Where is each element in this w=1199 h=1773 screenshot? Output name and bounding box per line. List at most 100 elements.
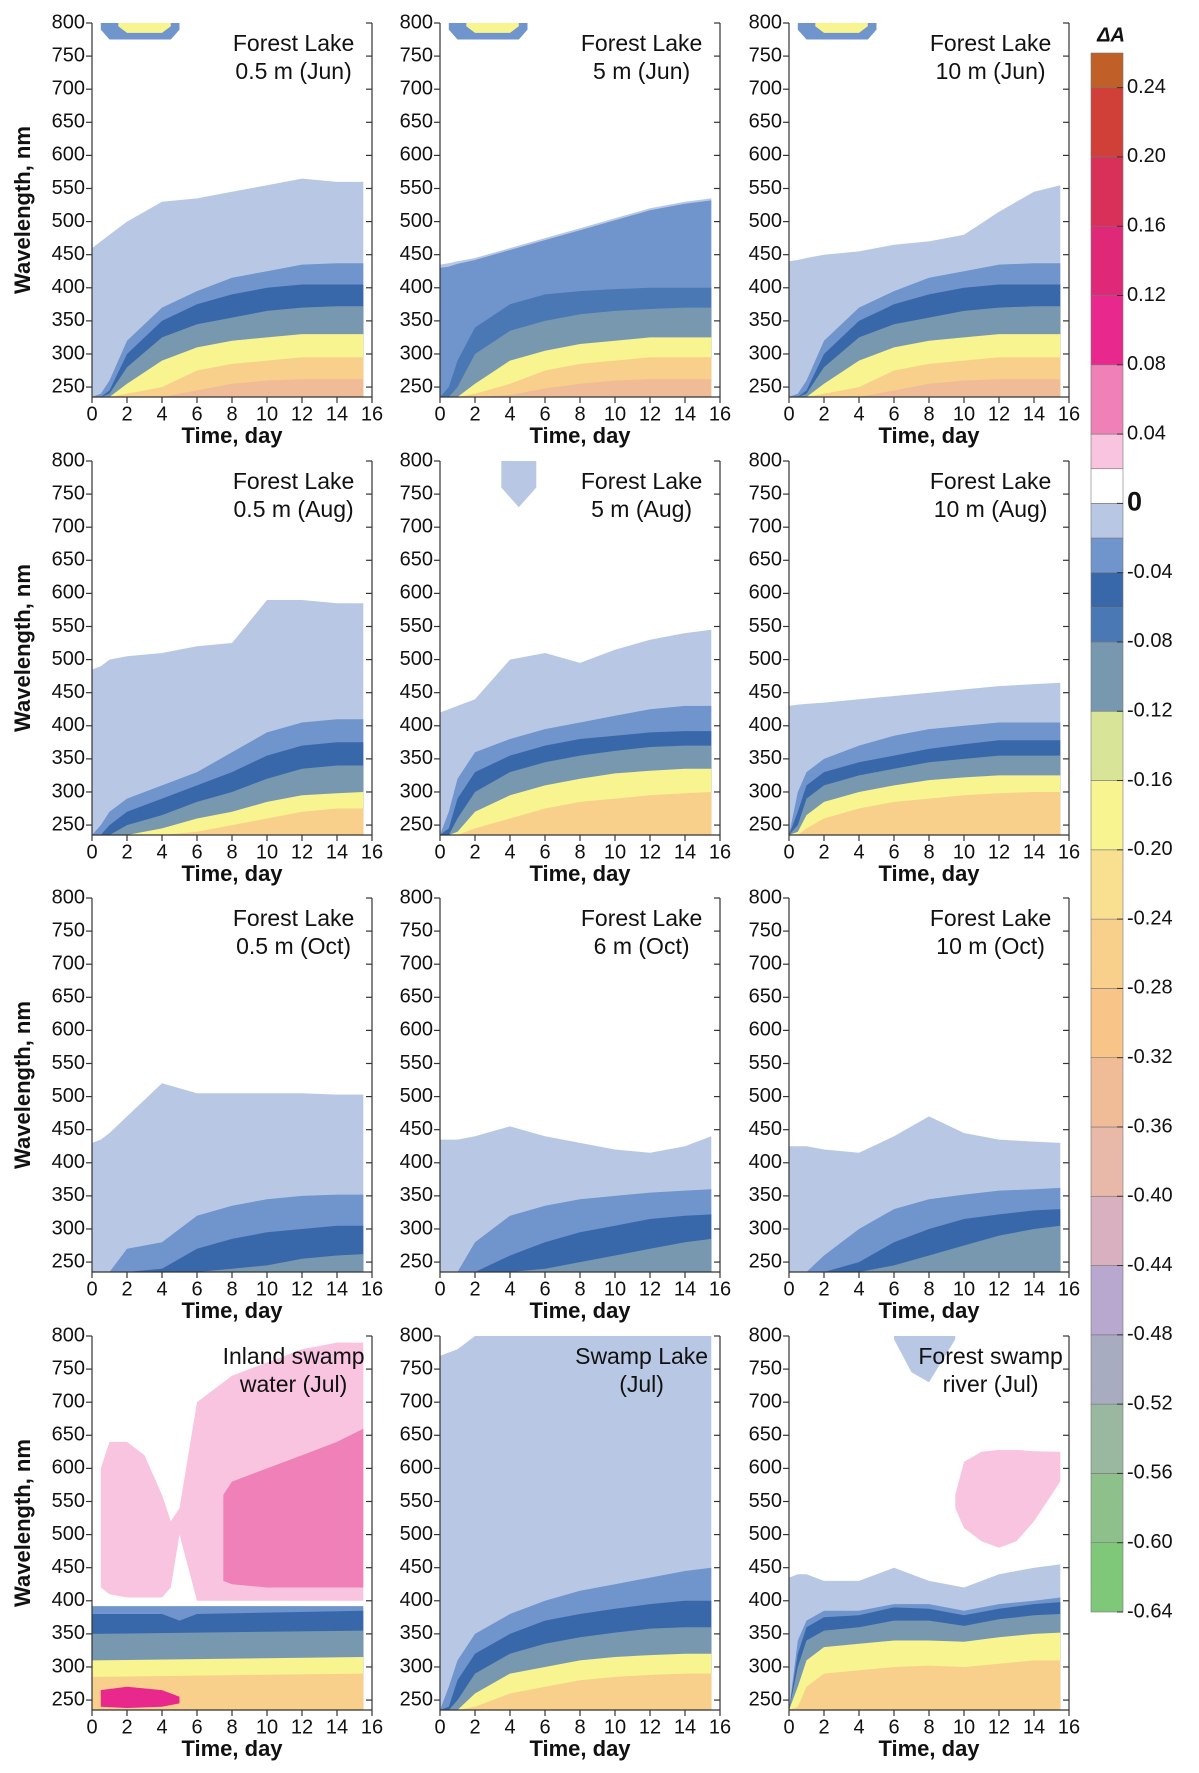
y-tick-label: 250 (52, 813, 85, 835)
x-tick-label: 16 (709, 1278, 731, 1300)
y-tick-label: 400 (400, 1151, 433, 1173)
x-tick-label: 10 (256, 841, 278, 863)
colorbar-tick-label: 0.16 (1127, 215, 1166, 237)
x-tick-label: 6 (191, 403, 202, 425)
x-tick-label: 4 (504, 1716, 515, 1738)
y-tick-label: 700 (400, 77, 433, 99)
panel-title: Swamp Lake (575, 1343, 708, 1369)
contour-region (118, 23, 171, 33)
colorbar-tick-label: -0.56 (1127, 1462, 1173, 1484)
panel-title: 0.5 m (Oct) (236, 933, 351, 959)
y-tick-label: 700 (749, 77, 782, 99)
y-tick-label: 350 (400, 747, 433, 769)
x-tick-label: 12 (988, 1716, 1010, 1738)
x-tick-label: 12 (988, 1278, 1010, 1300)
x-tick-label: 16 (361, 403, 383, 425)
y-tick-label: 250 (400, 375, 433, 397)
panel-title: Forest Lake (581, 905, 702, 931)
colorbar-band (1090, 87, 1124, 158)
panel-title: Forest Lake (233, 905, 354, 931)
panel: 250 300 350 400 450 500 550 600 650 700 750 800 0 2 4 6… (10, 449, 383, 886)
y-tick-label: 450 (400, 1556, 433, 1578)
y-tick-label: 750 (749, 482, 782, 504)
x-tick-label: 14 (326, 1716, 348, 1738)
y-tick-label: 300 (749, 1217, 782, 1239)
panel-title: 10 m (Aug) (934, 496, 1048, 522)
panel-title: Forest Lake (233, 30, 354, 56)
x-tick-label: 2 (121, 1716, 132, 1738)
y-tick-label: 550 (400, 1490, 433, 1512)
x-axis-label: Time, day (878, 861, 980, 886)
x-tick-label: 12 (291, 403, 313, 425)
y-tick-label: 700 (400, 515, 433, 537)
panel-title: Inland swamp (223, 1343, 365, 1369)
y-tick-label: 300 (52, 1217, 85, 1239)
x-tick-label: 14 (326, 403, 348, 425)
y-tick-label: 250 (400, 1688, 433, 1710)
x-tick-label: 8 (574, 403, 585, 425)
y-tick-label: 550 (749, 1490, 782, 1512)
y-tick-label: 450 (52, 681, 85, 703)
y-tick-label: 450 (400, 681, 433, 703)
panel: 250 300 350 400 450 500 550 600 650 700 750 800 0 2 4 6… (749, 1324, 1081, 1761)
x-axis-label: Time, day (529, 1736, 631, 1761)
y-tick-label: 300 (52, 342, 85, 364)
colorbar-band (1090, 710, 1124, 781)
x-tick-label: 6 (539, 1716, 550, 1738)
y-tick-label: 700 (400, 1390, 433, 1412)
colorbar-tick-label: 0.08 (1127, 353, 1166, 375)
y-tick-label: 400 (52, 276, 85, 298)
colorbar-tick-label: 0.20 (1127, 145, 1166, 167)
x-tick-label: 16 (361, 841, 383, 863)
colorbar-tick-label: 0.04 (1127, 422, 1166, 444)
x-tick-label: 14 (326, 841, 348, 863)
panel: 250 300 350 400 450 500 550 600 650 700 750 800 0 2 4 6… (10, 886, 383, 1323)
colorbar-band (1090, 1403, 1124, 1474)
colorbar-tick-label: -0.36 (1127, 1115, 1173, 1137)
y-tick-label: 350 (400, 309, 433, 331)
x-tick-label: 2 (469, 403, 480, 425)
x-tick-label: 12 (639, 403, 661, 425)
x-tick-label: 10 (953, 1278, 975, 1300)
y-axis-label: Wavelength, nm (10, 1001, 35, 1169)
x-tick-label: 0 (783, 1278, 794, 1300)
x-tick-label: 8 (574, 1278, 585, 1300)
y-tick-label: 800 (400, 449, 433, 471)
panel-title: Forest Lake (581, 30, 702, 56)
panel-title: Forest Lake (581, 468, 702, 494)
y-tick-label: 800 (400, 1324, 433, 1346)
x-tick-label: 10 (604, 1716, 626, 1738)
x-tick-label: 4 (504, 1278, 515, 1300)
x-tick-label: 10 (604, 841, 626, 863)
x-tick-label: 4 (504, 403, 515, 425)
x-tick-label: 14 (1023, 841, 1045, 863)
x-axis-label: Time, day (878, 423, 980, 448)
y-tick-label: 600 (749, 582, 782, 604)
x-tick-label: 12 (639, 1278, 661, 1300)
y-tick-label: 550 (52, 177, 85, 199)
x-tick-label: 2 (818, 1278, 829, 1300)
colorbar-band (1090, 1126, 1124, 1197)
x-tick-label: 6 (191, 1716, 202, 1738)
x-tick-label: 8 (923, 1716, 934, 1738)
panel-title: 5 m (Jun) (593, 58, 690, 84)
colorbar-band (1090, 1265, 1124, 1336)
x-tick-label: 2 (469, 1716, 480, 1738)
x-tick-label: 12 (988, 841, 1010, 863)
contour-region (789, 379, 1061, 397)
y-tick-label: 700 (749, 952, 782, 974)
panel-title: (Jul) (619, 1371, 664, 1397)
y-tick-label: 250 (52, 1250, 85, 1272)
colorbar-tick-label: 0.12 (1127, 284, 1166, 306)
x-tick-label: 12 (639, 841, 661, 863)
panel: 250 300 350 400 450 500 550 600 650 700 750 800 0 2 4 6… (400, 449, 732, 886)
x-axis-label: Time, day (529, 423, 631, 448)
panel: 250 300 350 400 450 500 550 600 650 700 750 800 0 2 4 6… (10, 11, 383, 448)
panel-title: 6 m (Oct) (594, 933, 690, 959)
y-tick-label: 300 (400, 342, 433, 364)
y-tick-label: 650 (52, 1424, 85, 1446)
y-tick-label: 650 (749, 986, 782, 1008)
y-tick-label: 300 (749, 1655, 782, 1677)
x-tick-label: 16 (361, 1716, 383, 1738)
y-tick-label: 450 (52, 243, 85, 265)
